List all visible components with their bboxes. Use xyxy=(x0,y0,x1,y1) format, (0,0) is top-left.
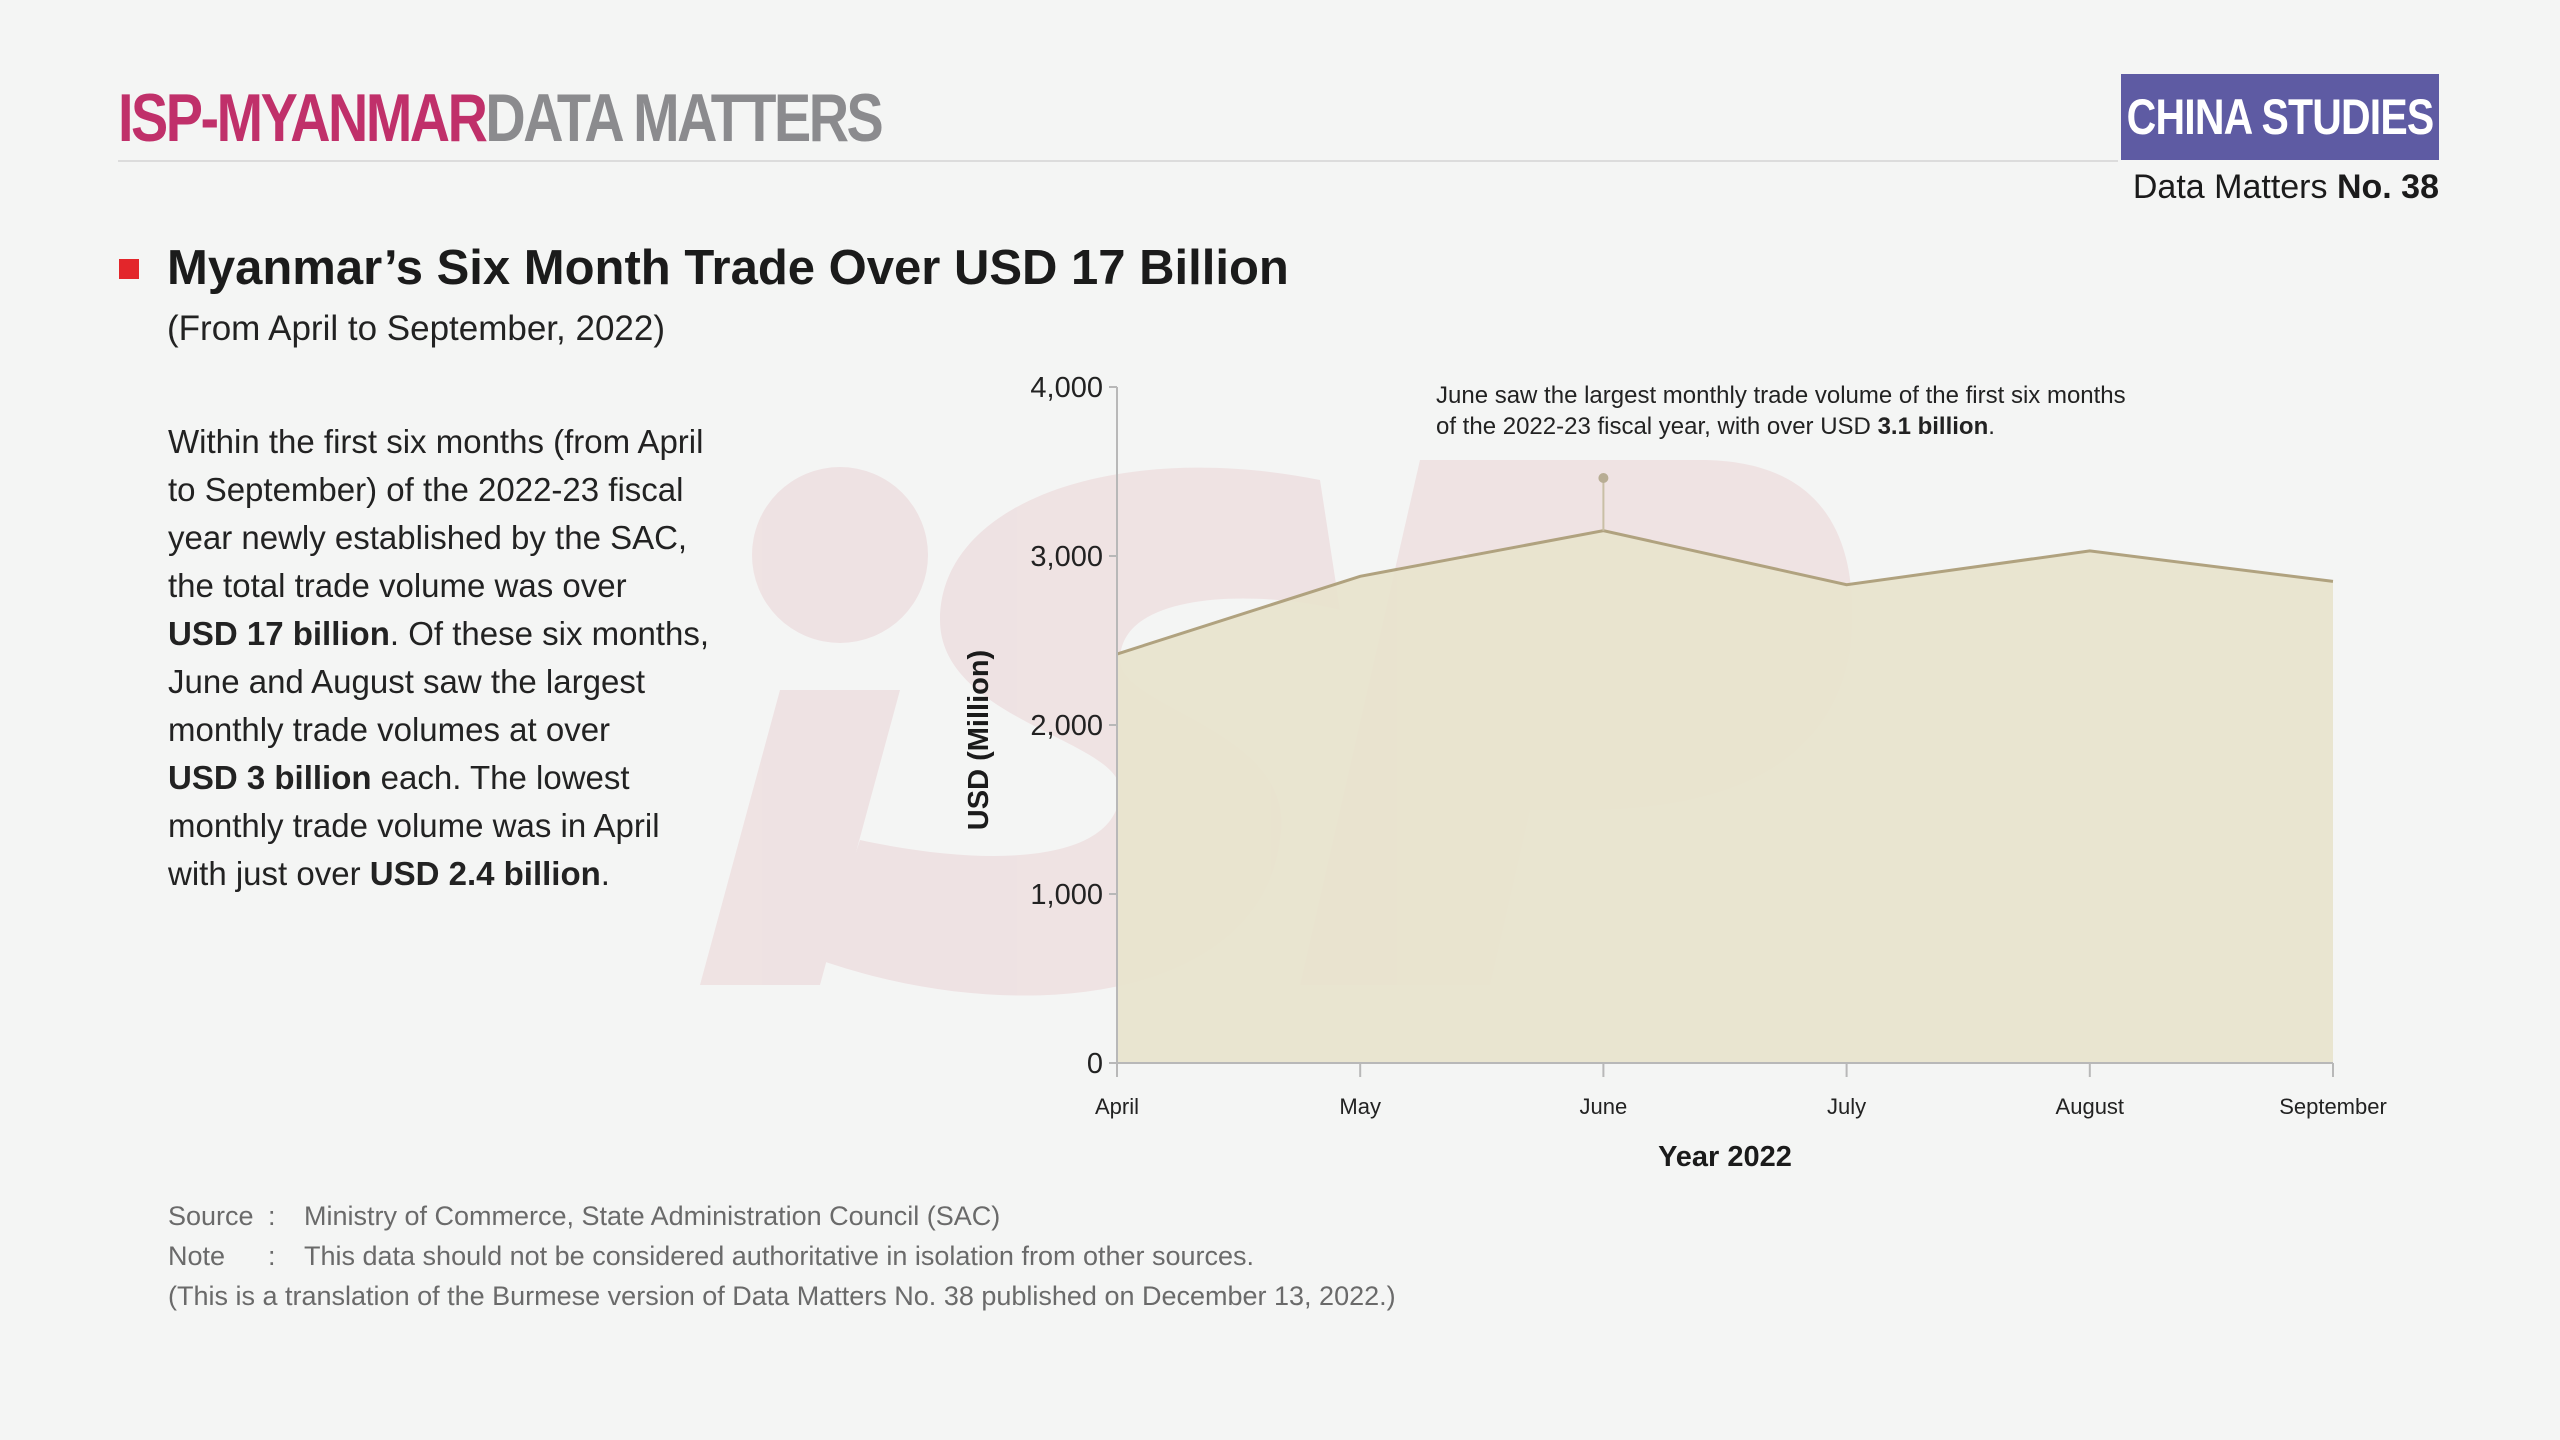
annotation-line: of the 2022-23 fiscal year, with over US… xyxy=(1436,411,2196,442)
y-axis-title: USD (Million) xyxy=(963,650,995,830)
brand-primary: ISP-MYANMAR xyxy=(118,80,488,156)
issue-number-value: No. 38 xyxy=(2336,168,2439,206)
note-row: Note: This data should not be considered … xyxy=(168,1236,1396,1276)
summary-line: USD 17 billion. Of these six months, xyxy=(168,610,738,658)
summary-text: . xyxy=(600,855,610,892)
y-tick-label: 4,000 xyxy=(1030,372,1103,404)
x-tick-label: May xyxy=(1339,1094,1381,1119)
issue-prefix: Data Matters xyxy=(2132,168,2328,206)
page-subtitle: (From April to September, 2022) xyxy=(167,309,665,348)
x-tick-label: September xyxy=(2279,1094,2387,1119)
source-label: Source xyxy=(168,1201,254,1231)
x-tick-label: August xyxy=(2056,1094,2125,1119)
june-callout xyxy=(1598,473,1609,531)
summary-highlight: USD 2.4 billion xyxy=(369,855,601,892)
source-colon: : xyxy=(268,1201,276,1231)
translation-note: (This is a translation of the Burmese ve… xyxy=(168,1281,1396,1311)
page-title: Myanmar’s Six Month Trade Over USD 17 Bi… xyxy=(167,241,1289,295)
x-ticks: April May June July August September xyxy=(1095,1063,2387,1119)
summary-paragraph: Within the first six months (from April … xyxy=(168,418,738,898)
series-badge: CHINA STUDIES xyxy=(2121,74,2439,160)
x-tick-label: April xyxy=(1095,1094,1139,1119)
y-tick-label: 3,000 xyxy=(1030,541,1103,573)
summary-line: monthly trade volume was in April xyxy=(168,807,660,844)
annotation-line: June saw the largest monthly trade volum… xyxy=(1436,382,2126,409)
summary-highlight: USD 17 billion xyxy=(168,615,390,652)
x-axis-title: Year 2022 xyxy=(1658,1141,1792,1173)
summary-line: with just over USD 2.4 billion. xyxy=(168,850,738,898)
summary-line: monthly trade volumes at over xyxy=(168,711,611,748)
x-tick-label: June xyxy=(1580,1094,1628,1119)
source-row: Source: Ministry of Commerce, State Admin… xyxy=(168,1196,1396,1236)
annotation-text: of the 2022-23 fiscal year, with over US… xyxy=(1436,413,1878,440)
summary-text: with just over xyxy=(168,855,370,892)
summary-text: . Of these six months, xyxy=(389,615,709,652)
chart-annotation: June saw the largest monthly trade volum… xyxy=(1436,380,2196,442)
source-text: Ministry of Commerce, State Administrati… xyxy=(304,1201,1001,1231)
brand-secondary: DATA MATTERS xyxy=(485,80,883,156)
callout-dot xyxy=(1598,473,1609,483)
summary-line: June and August saw the largest xyxy=(168,663,645,700)
note-text: This data should not be considered autho… xyxy=(304,1241,1255,1271)
summary-line: USD 3 billion each. The lowest xyxy=(168,754,738,802)
summary-line: to September) of the 2022-23 fiscal xyxy=(168,471,684,508)
annotation-text: . xyxy=(1988,413,1995,440)
x-tick-label: July xyxy=(1827,1094,1866,1119)
summary-text: each. The lowest xyxy=(371,759,630,796)
title-marker xyxy=(119,259,139,279)
y-tick-label: 2,000 xyxy=(1030,710,1103,742)
series-badge-label: CHINA STUDIES xyxy=(2126,89,2435,145)
summary-highlight: USD 3 billion xyxy=(168,759,372,796)
y-ticks: 0 1,000 2,000 3,000 4,000 xyxy=(1030,372,1117,1080)
area-fill xyxy=(1117,530,2333,1063)
y-tick-label: 1,000 xyxy=(1030,879,1103,911)
annotation-highlight: 3.1 billion xyxy=(1877,413,1989,440)
summary-line: the total trade volume was over xyxy=(168,567,627,604)
note-colon: : xyxy=(268,1241,276,1271)
summary-line: Within the first six months (from April xyxy=(168,423,704,460)
issue-number: Data Matters No. 38 xyxy=(2133,168,2439,207)
header-divider xyxy=(118,160,2118,162)
brand-logo: ISP-MYANMARDATA MATTERS xyxy=(118,78,884,158)
note-label: Note xyxy=(168,1241,226,1271)
area-series-line xyxy=(1116,529,2334,656)
y-tick-label: 0 xyxy=(1087,1048,1103,1080)
footer-notes: Source: Ministry of Commerce, State Admin… xyxy=(168,1196,1396,1316)
summary-line: year newly established by the SAC, xyxy=(168,519,688,556)
